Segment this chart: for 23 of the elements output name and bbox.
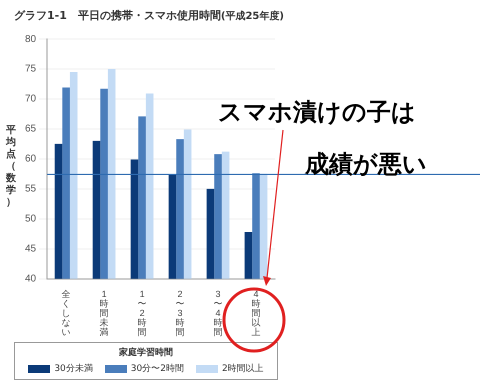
y-tick-label: 75 — [25, 64, 37, 75]
x-tick-label: 3〜4時間 — [214, 288, 223, 337]
x-tick-label: 全くしない — [62, 288, 71, 337]
legend-title: 家庭学習時間 — [118, 346, 174, 359]
y-axis-title: 平均点（数学） — [4, 125, 17, 209]
text: 成績が悪い — [305, 149, 427, 180]
y-tick-label: 50 — [25, 214, 37, 225]
x-tick-label: 4時間以上 — [252, 288, 261, 337]
legend-label: 2時間以上 — [220, 362, 264, 375]
y-tick-label: 65 — [25, 124, 37, 135]
y-tick-label: 40 — [25, 274, 37, 284]
x-tick-label: 1〜2時間 — [138, 288, 147, 337]
y-tick-label: 80 — [25, 34, 37, 45]
chart-subtitle: (平成25年度) — [220, 11, 284, 22]
y-tick-label: 45 — [25, 244, 37, 255]
x-tick-label: 1時間未満 — [100, 288, 109, 337]
legend-label: 30分〜2時間 — [130, 362, 184, 375]
y-tick-label: 70 — [25, 94, 37, 105]
annotation: スマホ漬けの子は — [218, 97, 416, 128]
legend-label: 30分未満 — [53, 362, 93, 375]
x-tick-label: 2〜3時間 — [176, 288, 185, 337]
y-tick-label: 60 — [25, 154, 37, 165]
y-tick-label: 55 — [25, 184, 37, 195]
